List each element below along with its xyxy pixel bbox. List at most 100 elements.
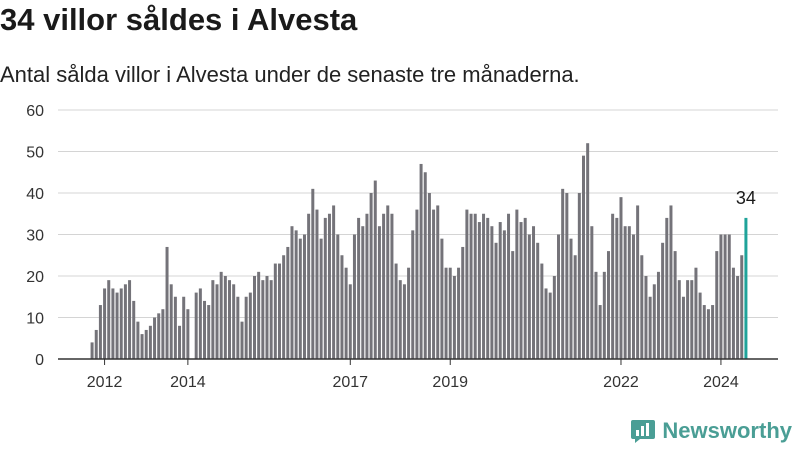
y-tick-label: 0 <box>35 352 44 369</box>
bar <box>715 251 719 359</box>
bar <box>611 213 615 359</box>
bar <box>228 280 232 359</box>
bar <box>723 234 727 359</box>
bar <box>665 217 669 359</box>
newsworthy-icon <box>631 420 656 443</box>
bar <box>648 296 652 359</box>
bar <box>348 284 352 359</box>
bar <box>165 246 169 359</box>
bars <box>90 143 748 359</box>
bar <box>419 163 423 359</box>
bar <box>636 205 640 359</box>
bar <box>186 309 190 359</box>
bar <box>390 213 394 359</box>
bar <box>307 213 311 359</box>
last-value-label: 34 <box>736 188 756 208</box>
bar <box>119 288 123 359</box>
bar <box>590 226 594 359</box>
bar <box>448 267 452 359</box>
bar <box>736 276 740 359</box>
bar <box>103 288 107 359</box>
bar <box>731 267 735 359</box>
bar <box>586 143 590 359</box>
bar <box>140 334 144 359</box>
bar <box>577 193 581 359</box>
bar <box>411 230 415 359</box>
bar <box>573 255 577 359</box>
bar <box>477 222 481 359</box>
bar <box>344 267 348 359</box>
bar <box>698 292 702 359</box>
bar <box>681 296 685 359</box>
bar <box>432 209 436 359</box>
bar <box>694 267 698 359</box>
x-tick-label: 2024 <box>703 374 739 391</box>
bar <box>123 284 127 359</box>
bar <box>711 305 715 359</box>
bar <box>686 280 690 359</box>
bar <box>161 309 165 359</box>
bar <box>436 205 440 359</box>
bar <box>661 242 665 359</box>
bar <box>128 280 132 359</box>
bar <box>319 238 323 359</box>
bar <box>269 280 273 359</box>
bar <box>490 226 494 359</box>
bar <box>486 217 490 359</box>
bar <box>90 342 94 359</box>
bar <box>569 238 573 359</box>
y-tick-label: 20 <box>26 269 44 286</box>
bar <box>519 222 523 359</box>
bar <box>452 276 456 359</box>
bar <box>373 180 377 359</box>
bar <box>536 242 540 359</box>
bar <box>178 325 182 359</box>
bar <box>652 284 656 359</box>
bar-highlight <box>744 217 748 359</box>
bar <box>727 234 731 359</box>
bar <box>98 305 102 359</box>
bar <box>194 292 198 359</box>
x-tick-label: 2017 <box>332 374 368 391</box>
bar <box>386 205 390 359</box>
bar <box>327 213 331 359</box>
x-tick-label: 2022 <box>603 374 639 391</box>
bar <box>336 234 340 359</box>
bar <box>361 226 365 359</box>
y-tick-label: 30 <box>26 228 44 245</box>
bar <box>598 305 602 359</box>
bar <box>153 317 157 359</box>
bar <box>298 238 302 359</box>
bar <box>248 292 252 359</box>
bar <box>602 271 606 359</box>
bar <box>677 280 681 359</box>
bar <box>527 234 531 359</box>
bar <box>107 280 111 359</box>
bar <box>277 263 281 359</box>
y-tick-label: 50 <box>26 145 44 162</box>
bar <box>369 193 373 359</box>
bar <box>394 263 398 359</box>
bar <box>294 230 298 359</box>
bar <box>302 234 306 359</box>
bar <box>282 255 286 359</box>
bar <box>253 276 256 359</box>
bar <box>469 213 473 359</box>
bar <box>311 188 315 359</box>
bar <box>136 321 140 359</box>
y-tick-label: 40 <box>26 186 44 203</box>
bar <box>286 246 290 359</box>
bar <box>352 234 356 359</box>
bar <box>640 255 644 359</box>
bar <box>740 255 744 359</box>
bar <box>582 155 585 359</box>
x-tick-label: 2012 <box>87 374 123 391</box>
bar <box>198 288 202 359</box>
bar <box>111 288 115 359</box>
bar <box>323 217 327 359</box>
bar <box>669 205 673 359</box>
chart-subtitle: Antal sålda villor i Alvesta under de se… <box>0 62 580 87</box>
bar <box>223 276 227 359</box>
bar <box>594 271 598 359</box>
bar <box>365 213 369 359</box>
